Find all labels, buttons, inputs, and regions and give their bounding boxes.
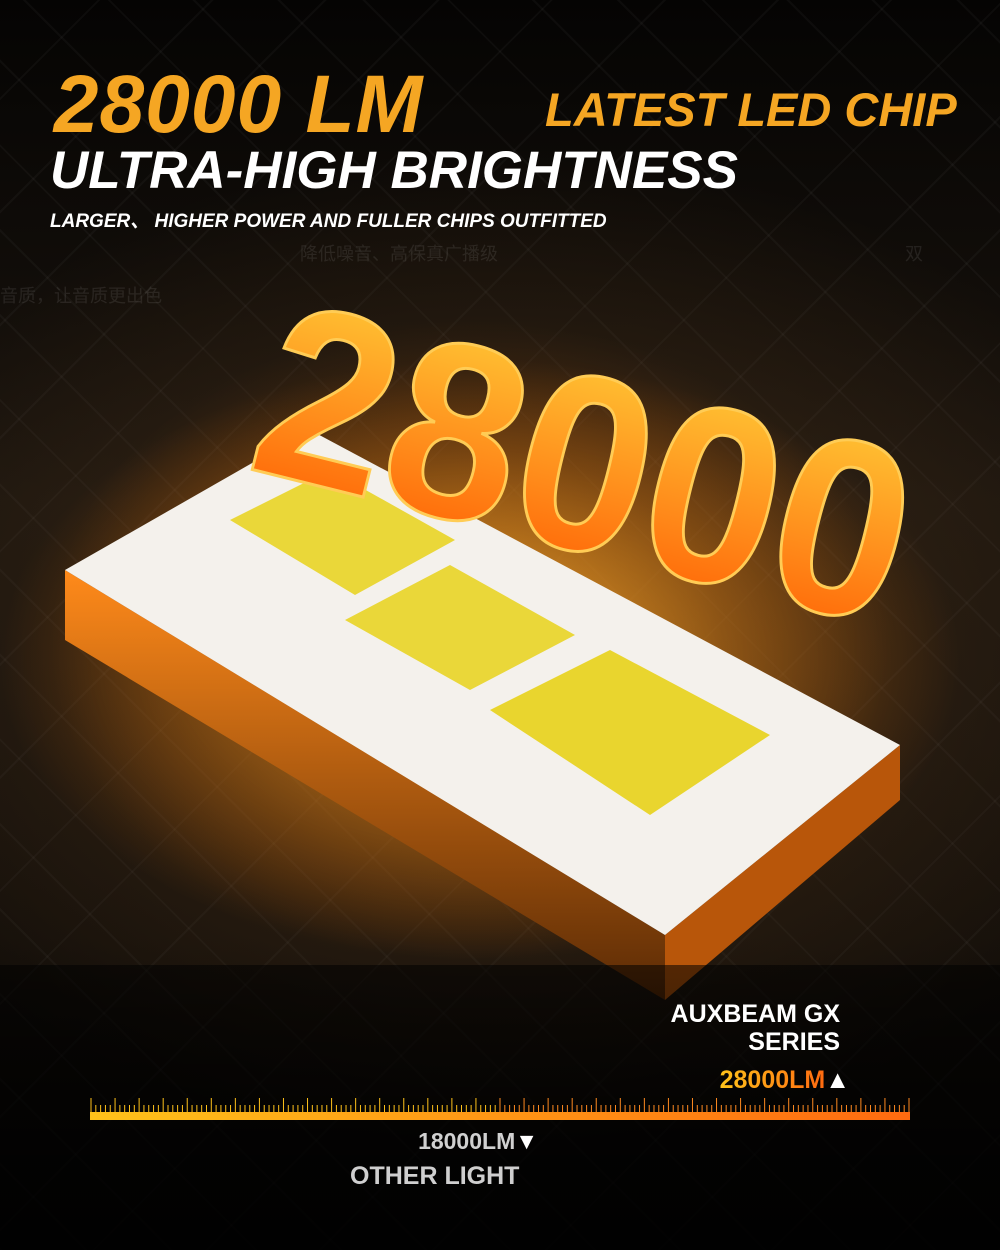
down-triangle-icon: ▼ <box>515 1128 538 1154</box>
scale-ticks <box>90 1098 910 1112</box>
chip <box>490 650 770 815</box>
brand-series: SERIES <box>748 1028 840 1056</box>
scale-bar <box>90 1112 910 1120</box>
other-label: OTHER LIGHT <box>350 1162 520 1190</box>
headline-lumens: 28000 LM <box>53 59 424 150</box>
background-text: 降低噪音、高保真广播级 <box>300 244 498 265</box>
brand-value: 28000LM <box>719 1066 826 1094</box>
tagline: LARGER、 HIGHER POWER AND FULLER CHIPS OU… <box>50 211 607 232</box>
chip <box>345 565 575 690</box>
background-text: 音质，让音质更出色 <box>0 286 162 307</box>
up-triangle-icon: ▲ <box>825 1066 850 1094</box>
chip <box>230 470 455 595</box>
brand-name: AUXBEAM GX <box>670 1000 840 1028</box>
subheadline: ULTRA-HIGH BRIGHTNESS <box>50 141 738 200</box>
background-text: 双 <box>905 244 923 265</box>
headline-suffix: LATEST LED CHIP <box>545 83 957 136</box>
brand-value-row: 28000LM▲ <box>720 1066 850 1095</box>
lumens-scale <box>90 1094 910 1120</box>
platform-side-left <box>65 570 665 1000</box>
other-value-row: 18000LM▼ <box>418 1128 538 1155</box>
other-value: 18000LM <box>418 1128 516 1154</box>
platform-side-right <box>665 745 900 1000</box>
